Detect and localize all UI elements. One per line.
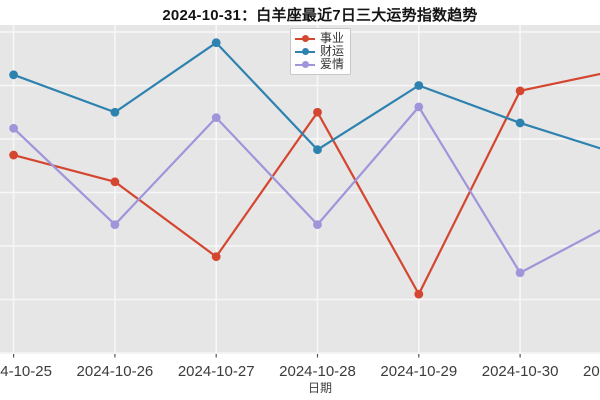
data-point bbox=[110, 107, 120, 117]
data-point bbox=[211, 38, 221, 48]
legend-item-爱情: 爱情 bbox=[295, 57, 345, 71]
x-tick-label: 2024-10-25 bbox=[0, 363, 52, 380]
data-point bbox=[414, 289, 424, 299]
legend-label: 爱情 bbox=[320, 57, 345, 71]
data-point bbox=[9, 150, 18, 160]
data-point bbox=[515, 268, 525, 278]
data-point bbox=[9, 123, 18, 133]
data-point bbox=[414, 102, 424, 112]
chart-title: 2024-10-31：白羊座最近7日三大运势指数趋势 bbox=[162, 7, 478, 24]
data-point bbox=[313, 220, 322, 230]
data-point bbox=[515, 86, 525, 96]
data-point bbox=[211, 113, 221, 122]
legend-item-事业: 事业 bbox=[295, 31, 345, 45]
legend-item-财运: 财运 bbox=[295, 44, 345, 58]
x-tick-label: 2024-10-29 bbox=[380, 363, 458, 380]
x-tick-label: 2024-10-30 bbox=[481, 363, 559, 380]
legend-line-dot-icon bbox=[295, 60, 315, 69]
data-point bbox=[515, 118, 525, 128]
legend-line-dot-icon bbox=[295, 47, 315, 56]
x-axis-title: 日期 bbox=[307, 381, 333, 395]
x-tick-label: 2024-10-27 bbox=[177, 363, 255, 380]
data-point bbox=[313, 107, 322, 117]
data-point bbox=[9, 70, 18, 80]
legend-label: 财运 bbox=[320, 44, 345, 58]
data-point bbox=[110, 220, 120, 230]
legend-line-dot-icon bbox=[295, 34, 315, 43]
data-point bbox=[313, 145, 322, 155]
data-point bbox=[414, 81, 424, 90]
x-tick-label: 2024-10-31 bbox=[583, 363, 600, 380]
data-point bbox=[110, 177, 120, 187]
x-tick-label: 2024-10-28 bbox=[279, 363, 356, 380]
x-tick-label: 2024-10-26 bbox=[76, 363, 154, 380]
data-point bbox=[211, 252, 221, 262]
legend-label: 事业 bbox=[320, 31, 345, 45]
legend: 事业 财运 爱情 bbox=[290, 28, 352, 75]
